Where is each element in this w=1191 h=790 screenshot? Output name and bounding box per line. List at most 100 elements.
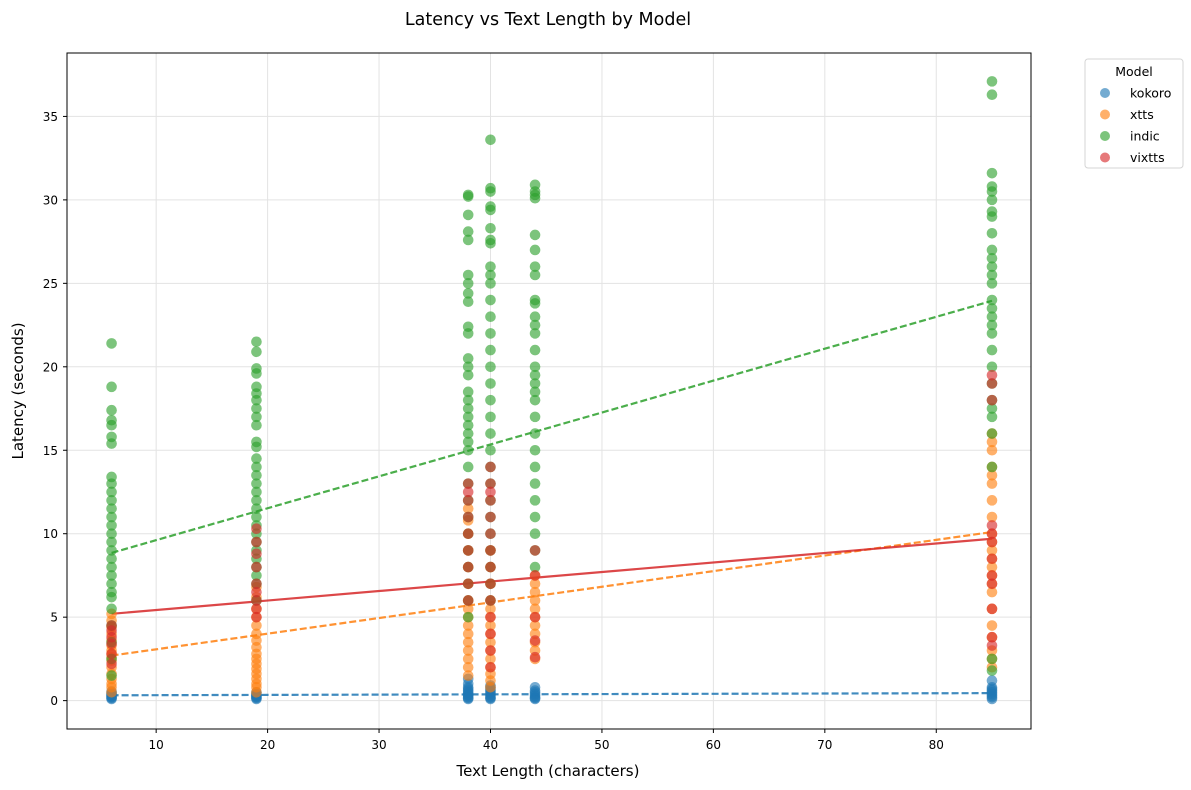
indic-point [986, 428, 998, 439]
legend-marker [1100, 131, 1110, 141]
indic-point [462, 436, 474, 448]
vixtts-point [986, 631, 998, 643]
xtts-point [529, 586, 541, 598]
vixtts-point [986, 520, 998, 531]
indic-point [529, 179, 541, 191]
vixtts-point [462, 561, 474, 573]
vixtts-point [485, 495, 496, 506]
indic-point [986, 253, 998, 264]
legend-label: vixtts [1130, 150, 1165, 165]
y-tick-label: 25 [43, 277, 58, 291]
vixtts-point [485, 511, 496, 523]
indic-point [986, 269, 998, 281]
indic-point [529, 269, 541, 281]
indic-point [106, 520, 117, 531]
indic-point [106, 570, 117, 581]
indic-point [485, 278, 496, 289]
vixtts-point [485, 561, 496, 573]
legend-label: indic [1130, 129, 1160, 144]
vixtts-point [986, 640, 998, 651]
x-axis-title: Text Length (characters) [456, 762, 640, 780]
vixtts-point [251, 578, 262, 590]
legend-item-kokoro: kokoro [1100, 86, 1171, 101]
indic-point [986, 344, 998, 356]
indic-point [462, 461, 474, 473]
vixtts-point [485, 486, 496, 498]
indic-point [986, 294, 998, 306]
indic-point [106, 578, 117, 590]
indic-point [251, 495, 262, 506]
indic-point [529, 294, 541, 306]
xtts-point [462, 661, 474, 673]
indic-point [106, 338, 117, 349]
xtts-point [986, 586, 998, 598]
indic-point [106, 495, 117, 506]
indic-point [986, 244, 998, 256]
indic-point [485, 361, 496, 373]
indic-point [485, 328, 496, 339]
indic-point [251, 363, 262, 374]
indic-point [251, 453, 262, 464]
indic-point [462, 611, 474, 623]
indic-point [986, 89, 998, 101]
indic-point [485, 411, 496, 423]
y-tick-label: 10 [43, 527, 58, 541]
indic-point [986, 261, 998, 272]
indic-point [529, 394, 541, 406]
indic-point [529, 229, 541, 241]
indic-point [462, 269, 474, 281]
vixtts-point [485, 661, 496, 673]
data-points [106, 76, 998, 705]
xtts-point [462, 670, 474, 681]
indic-point [529, 344, 541, 356]
vixtts-point [462, 486, 474, 498]
xtts-point [462, 636, 474, 648]
indic-point [106, 404, 117, 416]
vixtts-point [986, 603, 998, 615]
indic-point [106, 503, 117, 514]
xtts-point [986, 444, 998, 456]
indic-point [462, 288, 474, 299]
vixtts-point [986, 578, 998, 590]
indic-point [485, 311, 496, 323]
indic-point [106, 486, 117, 498]
xtts-point [986, 436, 998, 448]
indic-point [529, 428, 541, 439]
xtts-point [462, 503, 474, 514]
indic-point [485, 269, 496, 281]
indic-point [251, 419, 262, 431]
indic-point [251, 336, 262, 348]
indic-point [986, 194, 998, 206]
indic-point [986, 181, 998, 192]
xtts-point [485, 653, 496, 665]
indic-point [462, 386, 474, 398]
vixtts-point [251, 548, 262, 560]
xtts-point [462, 603, 474, 615]
vixtts-point [529, 651, 541, 663]
vixtts-point [485, 611, 496, 623]
vixtts-point [251, 523, 262, 535]
indic-point [106, 553, 117, 565]
xtts-point [462, 620, 474, 631]
vixtts-point [251, 603, 262, 615]
indic-point [462, 411, 474, 423]
indic-point [106, 528, 117, 540]
legend-marker [1100, 152, 1110, 163]
vixtts-point [986, 553, 998, 565]
indic-point [251, 469, 262, 481]
vixtts-point [986, 394, 998, 406]
vixtts-point [485, 461, 496, 473]
chart-title: Latency vs Text Length by Model [405, 10, 691, 30]
vixtts-point [986, 528, 998, 540]
legend-box [1084, 58, 1184, 169]
xtts-point [529, 620, 541, 631]
vixtts-point [106, 648, 117, 660]
xtts-point [986, 495, 998, 506]
indic-point [251, 346, 262, 358]
xtts-point [462, 628, 474, 640]
indic-point [986, 361, 998, 373]
indic-point [529, 369, 541, 381]
indic-point [485, 294, 496, 306]
legend: Model kokoro xtts indic vixtts [1084, 58, 1184, 169]
